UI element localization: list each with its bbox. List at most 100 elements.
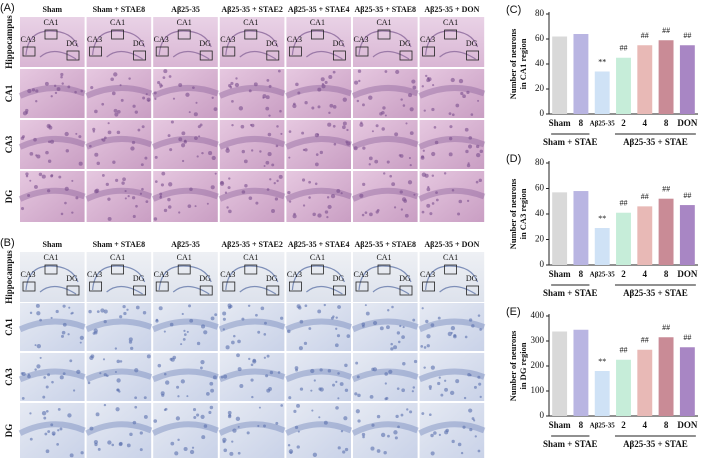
cell: [407, 180, 413, 185]
cell: [399, 324, 402, 328]
cell-layer: [85, 84, 153, 99]
micrograph: [20, 17, 85, 67]
cell: [219, 181, 225, 186]
region-box: [66, 50, 80, 61]
cell: [75, 196, 79, 200]
cell: [263, 321, 267, 325]
region-label: DG: [466, 274, 478, 283]
cell: [327, 204, 332, 210]
significance-label: ##: [620, 44, 628, 53]
cell: [105, 182, 109, 187]
x-tick-label: 2: [621, 420, 626, 430]
cell: [176, 385, 180, 389]
cell: [181, 143, 186, 148]
cell: [20, 207, 25, 211]
cell: [206, 392, 210, 396]
cell: [280, 132, 283, 135]
hippocampus-outline: [425, 265, 479, 295]
cell-layer: [285, 135, 353, 150]
cell: [301, 178, 306, 182]
cell: [438, 376, 441, 379]
cell: [405, 122, 408, 125]
cell: [317, 309, 322, 314]
cell: [107, 440, 112, 445]
cell: [96, 161, 100, 166]
cell: [145, 200, 149, 204]
column-header: Aβ25-35 + DON: [424, 5, 479, 14]
cell: [132, 196, 136, 200]
cell: [225, 148, 230, 153]
column-header: Aβ25-35 + STAE8: [355, 240, 417, 249]
cell-layer: [218, 135, 286, 150]
cell: [342, 121, 347, 126]
cell: [181, 159, 185, 163]
cell: [297, 430, 300, 433]
significance-label: ##: [662, 323, 670, 332]
cell: [134, 396, 138, 400]
cell: [61, 82, 64, 85]
cell: [102, 358, 106, 361]
bar: [594, 228, 610, 265]
cell: [232, 428, 237, 433]
cell: [294, 425, 299, 429]
region-box: [133, 285, 147, 296]
row-label: CA1: [4, 84, 14, 102]
region-box: [466, 285, 480, 296]
cell: [71, 179, 74, 182]
hippocampus-outline: [291, 265, 345, 295]
region-label: CA1: [443, 18, 458, 27]
cell-layer: [151, 368, 219, 383]
cell: [402, 362, 406, 366]
cell: [327, 369, 332, 373]
cell: [390, 347, 394, 351]
cell: [397, 340, 401, 344]
cell: [457, 212, 461, 216]
cell: [265, 160, 270, 165]
cell: [344, 363, 348, 368]
cell: [337, 446, 341, 450]
cell: [318, 416, 321, 419]
cell: [95, 188, 100, 193]
cell: [222, 440, 226, 444]
region-box: [89, 281, 102, 292]
cell-layer: [218, 421, 286, 436]
cell: [119, 315, 123, 319]
cell: [304, 148, 308, 152]
cell: [382, 106, 386, 110]
cell: [248, 196, 253, 200]
cell: [409, 107, 414, 112]
cell: [94, 331, 98, 335]
cell: [228, 177, 231, 180]
cell: [391, 182, 396, 187]
cell: [294, 366, 299, 370]
cell: [118, 390, 121, 393]
cell: [34, 368, 37, 371]
cell: [335, 316, 338, 319]
region-label: DG: [66, 274, 78, 283]
cell: [471, 324, 475, 328]
region-box: [177, 264, 191, 275]
significance-label: **: [598, 214, 606, 223]
cell: [342, 125, 346, 130]
cell: [464, 127, 469, 132]
x-tick-label: Aβ25-35: [590, 271, 616, 279]
cell: [477, 375, 481, 379]
cell: [412, 318, 416, 322]
cell: [203, 330, 208, 335]
cell: [428, 413, 432, 417]
cell: [170, 441, 175, 446]
micrograph: [286, 17, 351, 67]
cell: [41, 411, 47, 416]
column-header: Sham: [43, 240, 63, 249]
cell: [187, 204, 192, 209]
cell: [332, 383, 335, 387]
cell: [288, 200, 292, 203]
cell: [448, 136, 453, 141]
cell: [321, 82, 325, 86]
cell: [396, 331, 401, 335]
cell-layer: [418, 421, 486, 436]
cell: [412, 386, 416, 389]
region-box: [222, 281, 236, 292]
cell: [238, 106, 244, 111]
cell: [241, 190, 246, 194]
